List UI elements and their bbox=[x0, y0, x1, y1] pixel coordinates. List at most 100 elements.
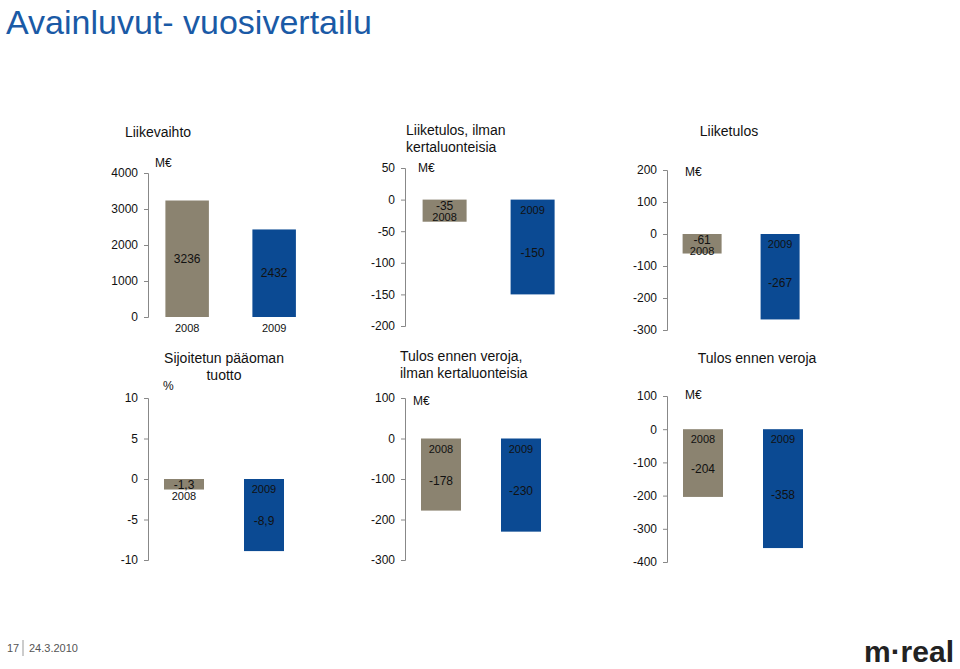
tick-mark bbox=[144, 439, 148, 440]
tick: -200 bbox=[371, 319, 405, 333]
tick-mark bbox=[144, 479, 148, 480]
tick-mark bbox=[401, 200, 405, 201]
tick-label: 1000 bbox=[111, 274, 138, 288]
y-axis: -200 -150 -100 -50 0 50 bbox=[371, 161, 406, 333]
tick-label: -300 bbox=[371, 553, 395, 567]
chart-panel: LiikevaihtoM€010002000300040002008323620… bbox=[111, 124, 296, 334]
labels: 2008-1,32009-8,9 bbox=[172, 478, 276, 528]
axis-unit: M€ bbox=[413, 394, 430, 408]
tick: 100 bbox=[375, 391, 405, 405]
tick: -150 bbox=[371, 288, 405, 302]
tick-mark bbox=[401, 231, 405, 232]
tick-label: -150 bbox=[371, 288, 395, 302]
tick: -300 bbox=[371, 553, 405, 567]
tick: 100 bbox=[637, 389, 667, 403]
tick-mark bbox=[144, 209, 148, 210]
labels: 2008-352009-150 bbox=[432, 199, 545, 260]
data-label: -8,9 bbox=[254, 514, 275, 528]
tick: -100 bbox=[633, 456, 667, 470]
tick: -400 bbox=[633, 555, 667, 569]
tick-mark bbox=[144, 245, 148, 246]
tick-label: 100 bbox=[637, 389, 657, 403]
bar bbox=[423, 200, 467, 222]
tick-label: 50 bbox=[382, 161, 396, 175]
bars bbox=[683, 234, 800, 319]
category-label: 2009 bbox=[768, 238, 792, 250]
tick: 0 bbox=[131, 310, 148, 324]
tick-label: 200 bbox=[637, 163, 657, 177]
bars bbox=[164, 479, 284, 551]
tick-mark bbox=[663, 529, 667, 530]
chart-panel: LiiketulosM€-300-200-10001002002008-6120… bbox=[633, 123, 800, 337]
tick-label: -200 bbox=[633, 291, 657, 305]
chart-title: Liikevaihto bbox=[125, 124, 191, 140]
axis-line bbox=[401, 399, 406, 561]
tick-label: -300 bbox=[633, 522, 657, 536]
bar bbox=[683, 429, 723, 497]
axis-unit: M€ bbox=[685, 388, 702, 402]
y-axis: -400-300-200-1000100 bbox=[633, 389, 668, 569]
category-label: 2008 bbox=[429, 443, 453, 455]
labels: 2008-1782009-230 bbox=[429, 443, 534, 499]
axis-unit: % bbox=[163, 379, 174, 393]
chart-panel: Tulos ennen veroja,ilman kertaluonteisia… bbox=[371, 348, 541, 567]
tick: -100 bbox=[371, 256, 405, 270]
tick-label: -100 bbox=[371, 256, 395, 270]
tick: 0 bbox=[388, 193, 405, 207]
tick: 0 bbox=[650, 227, 667, 241]
data-label: -204 bbox=[691, 462, 715, 476]
tick-label: -5 bbox=[127, 513, 138, 527]
bar bbox=[421, 439, 461, 511]
labels: 2008323620092432 bbox=[174, 252, 288, 334]
category-label: 2009 bbox=[520, 204, 544, 216]
tick: -10 bbox=[121, 553, 148, 567]
tick-label: -200 bbox=[371, 319, 395, 333]
chart-title: Sijoitetun pääomantuotto bbox=[164, 350, 284, 383]
tick-mark bbox=[144, 281, 148, 282]
footer-divider bbox=[23, 640, 24, 656]
tick: 100 bbox=[637, 195, 667, 209]
page: Avainluvut- vuosivertailu1724.3.2010m·re… bbox=[0, 0, 960, 669]
data-label: -230 bbox=[509, 484, 533, 498]
tick: -200 bbox=[371, 513, 405, 527]
tick-label: -200 bbox=[633, 489, 657, 503]
axis-line bbox=[144, 174, 149, 318]
data-label: -1,3 bbox=[174, 478, 195, 492]
axis-unit: M€ bbox=[418, 161, 435, 175]
tick-label: -200 bbox=[371, 513, 395, 527]
data-label: -150 bbox=[521, 246, 545, 260]
bar bbox=[244, 479, 284, 551]
chart-panel: Liiketulos, ilmankertaluonteisia M€ -200 -1… bbox=[371, 122, 555, 333]
tick-label: 4000 bbox=[111, 166, 138, 180]
tick: -100 bbox=[371, 472, 405, 486]
bars bbox=[683, 429, 803, 548]
tick-mark bbox=[401, 439, 405, 440]
tick: -200 bbox=[633, 489, 667, 503]
tick-mark bbox=[663, 170, 667, 171]
tick: -50 bbox=[378, 225, 405, 239]
data-label: 2432 bbox=[261, 266, 288, 280]
data-label: -178 bbox=[429, 474, 453, 488]
tick-mark bbox=[401, 263, 405, 264]
chart-title: Tulos ennen veroja bbox=[698, 350, 817, 366]
tick-mark bbox=[401, 479, 405, 480]
tick-mark bbox=[663, 234, 667, 235]
tick-mark bbox=[401, 560, 405, 561]
page-number: 17 bbox=[7, 642, 19, 654]
bars bbox=[421, 439, 541, 532]
tick: 1000 bbox=[111, 274, 148, 288]
labels: 2008-612009-267 bbox=[690, 233, 793, 290]
category-label: 2008 bbox=[175, 322, 199, 334]
chart-title: Liiketulos, ilmankertaluonteisia bbox=[406, 122, 506, 155]
tick-label: -100 bbox=[633, 456, 657, 470]
chart-panel: Tulos ennen verojaM€-400-300-200-1000100… bbox=[633, 350, 817, 569]
data-label: -358 bbox=[771, 488, 795, 502]
tick-mark bbox=[663, 562, 667, 563]
tick: 200 bbox=[637, 163, 667, 177]
category-label: 2009 bbox=[262, 322, 286, 334]
axis-unit: M€ bbox=[155, 156, 172, 170]
category-label: 2008 bbox=[691, 433, 715, 445]
category-label: 2009 bbox=[771, 433, 795, 445]
tick-label: 0 bbox=[650, 227, 657, 241]
tick-label: -300 bbox=[633, 323, 657, 337]
